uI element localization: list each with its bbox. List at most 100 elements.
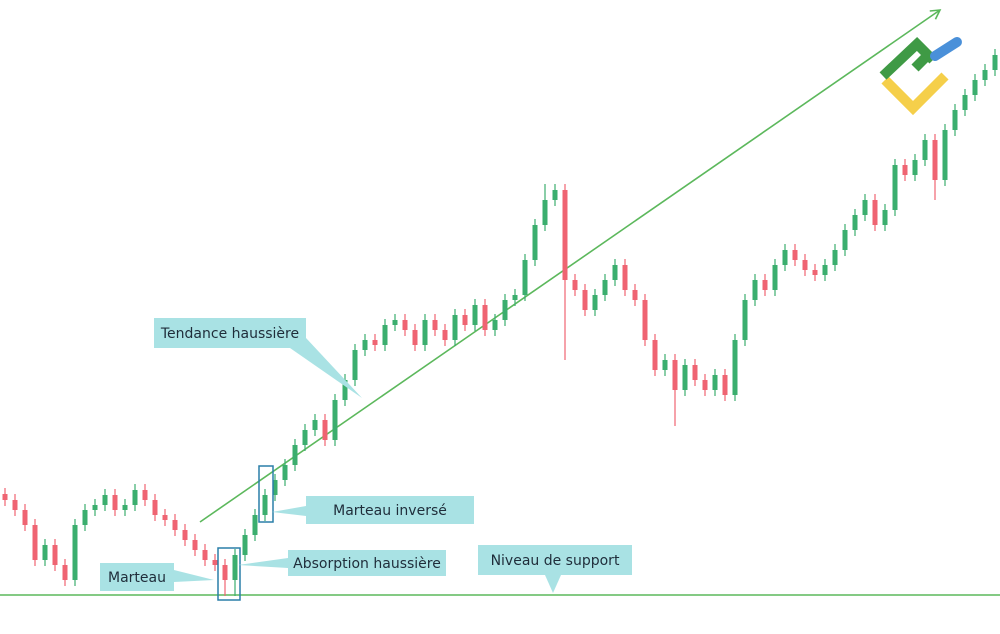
candle-body <box>832 250 838 265</box>
candle-body <box>582 290 588 310</box>
candle-body <box>352 350 358 380</box>
candle-body <box>612 265 618 280</box>
candle-body <box>382 325 388 345</box>
candle-body <box>292 445 298 465</box>
candle-body <box>992 55 998 70</box>
candle-body <box>802 260 808 270</box>
candle-body <box>272 480 278 495</box>
callout-pointer <box>238 558 288 568</box>
candle-body <box>562 190 568 280</box>
candle-body <box>62 565 68 580</box>
candle-body <box>532 225 538 260</box>
candle-body <box>102 495 108 505</box>
candle-body <box>722 375 728 395</box>
candle-body <box>192 540 198 550</box>
candle-body <box>482 305 488 330</box>
candle-body <box>742 300 748 340</box>
candle-body <box>132 490 138 505</box>
candle-body <box>862 200 868 215</box>
callout-label: Marteau <box>108 570 166 586</box>
candle-body <box>792 250 798 260</box>
candle-body <box>282 465 288 480</box>
candle-body <box>212 560 218 565</box>
callout-box <box>478 545 632 575</box>
candle-body <box>782 250 788 265</box>
candle-body <box>22 510 28 525</box>
candle-body <box>2 494 8 500</box>
highlight-box <box>217 547 241 601</box>
candle-body <box>512 295 518 300</box>
candle-body <box>962 95 968 110</box>
candle-body <box>642 300 648 340</box>
candle-body <box>162 515 168 520</box>
candle-body <box>472 305 478 325</box>
candle-body <box>242 535 248 555</box>
candle-body <box>812 270 818 275</box>
callout-pointer <box>174 570 214 582</box>
candle-body <box>632 290 638 300</box>
candle-body <box>372 340 378 345</box>
candle-body <box>252 515 258 535</box>
candle-body <box>112 495 118 510</box>
candle-body <box>432 320 438 330</box>
candle-body <box>542 200 548 225</box>
candle-body <box>142 490 148 500</box>
candle-body <box>502 300 508 320</box>
candle-body <box>772 265 778 290</box>
candle-body <box>332 400 338 440</box>
candle-body <box>932 140 938 180</box>
candle-body <box>12 500 18 510</box>
candle-body <box>42 545 48 560</box>
callout-pointer <box>545 575 561 593</box>
candle-body <box>972 80 978 95</box>
candle-body <box>92 505 98 510</box>
candle-body <box>492 320 498 330</box>
candle-body <box>852 215 858 230</box>
candle-body <box>552 190 558 200</box>
logo <box>879 37 962 116</box>
candle-body <box>882 210 888 225</box>
candle-body <box>402 320 408 330</box>
candle-body <box>52 545 58 565</box>
candle-body <box>672 360 678 390</box>
candle-body <box>322 420 328 440</box>
candle-body <box>452 315 458 340</box>
candle-body <box>602 280 608 295</box>
candle-body <box>732 340 738 395</box>
candle-body <box>762 280 768 290</box>
candle-body <box>822 265 828 275</box>
candle-body <box>152 500 158 515</box>
candle-body <box>222 565 228 580</box>
candle-body <box>572 280 578 290</box>
candle-body <box>702 380 708 390</box>
candle-body <box>592 295 598 310</box>
candle-body <box>122 505 128 510</box>
candle-body <box>942 130 948 180</box>
candle-body <box>172 520 178 530</box>
candle-body <box>82 510 88 525</box>
candle-body <box>922 140 928 160</box>
highlight-box <box>258 465 274 523</box>
candle-body <box>32 525 38 560</box>
candle-body <box>752 280 758 300</box>
callout-label: Absorption haussière <box>293 556 441 572</box>
candle-body <box>842 230 848 250</box>
candle-body <box>422 320 428 345</box>
candle-body <box>202 550 208 560</box>
callout-box <box>306 496 474 524</box>
callout-box <box>288 550 446 576</box>
candle-body <box>262 495 268 515</box>
candle-body <box>522 260 528 295</box>
candle-body <box>462 315 468 325</box>
candle-body <box>952 110 958 130</box>
callout-pointer <box>290 338 362 398</box>
candle-body <box>232 555 238 580</box>
candle-body <box>912 160 918 175</box>
candle-body <box>872 200 878 225</box>
candle-body <box>892 165 898 210</box>
candle-body <box>362 340 368 350</box>
candle-body <box>662 360 668 370</box>
candle-body <box>312 420 318 430</box>
